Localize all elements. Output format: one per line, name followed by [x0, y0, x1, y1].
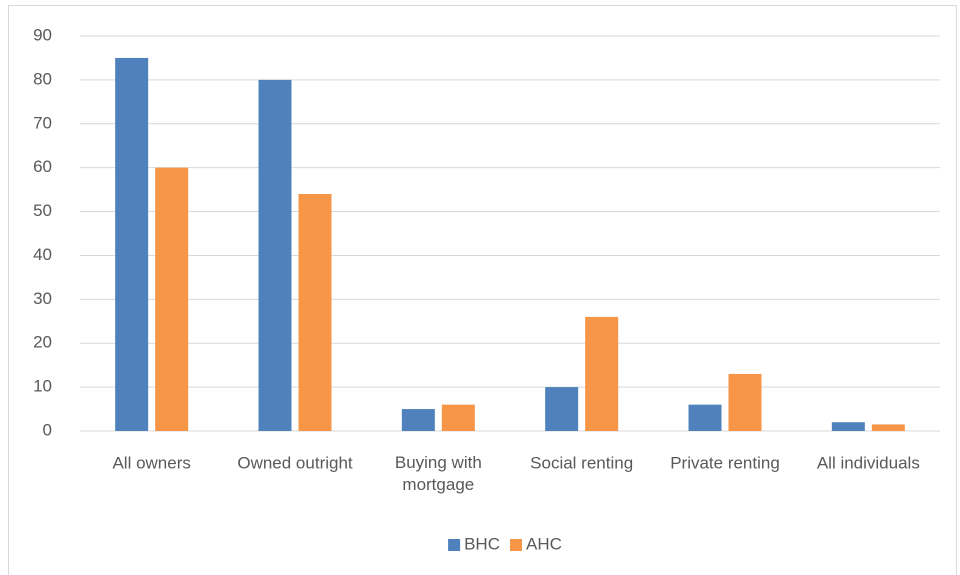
x-tick-label: Social renting — [530, 453, 633, 472]
bar — [258, 79, 292, 431]
legend-swatch — [510, 539, 522, 551]
bar — [155, 167, 189, 431]
x-tick-label: Owned outright — [237, 453, 353, 472]
y-tick-label: 80 — [33, 69, 52, 88]
bar — [401, 409, 435, 431]
y-tick-label: 40 — [33, 245, 52, 264]
legend-label: AHC — [526, 534, 562, 553]
x-tick-label: Buying with mortgage — [395, 453, 482, 494]
x-tick-label: All individuals — [817, 453, 920, 472]
y-tick-label: 20 — [33, 333, 52, 352]
x-tick-label: Private renting — [670, 453, 780, 472]
bar — [115, 57, 149, 431]
bar — [441, 404, 475, 431]
chart-frame — [8, 5, 957, 575]
bar — [688, 404, 722, 431]
y-tick-label: 70 — [33, 113, 52, 132]
y-tick-label: 10 — [33, 377, 52, 396]
bar — [298, 194, 332, 431]
bar — [585, 316, 619, 431]
y-tick-label: 50 — [33, 201, 52, 220]
bar — [728, 373, 762, 431]
bar — [871, 424, 905, 431]
legend-label: BHC — [464, 534, 500, 553]
bar — [831, 422, 865, 431]
x-tick-label: All owners — [112, 453, 190, 472]
y-tick-label: 0 — [43, 420, 52, 439]
y-tick-label: 30 — [33, 289, 52, 308]
bar — [545, 387, 579, 431]
y-tick-label: 60 — [33, 157, 52, 176]
y-tick-label: 90 — [33, 25, 52, 44]
legend-swatch — [448, 539, 461, 551]
